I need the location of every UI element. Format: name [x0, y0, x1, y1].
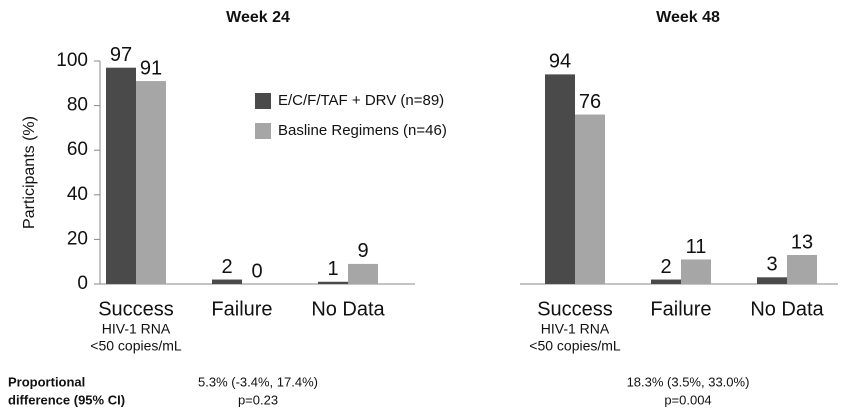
data-label: 1 — [327, 258, 338, 280]
bar — [318, 281, 348, 284]
bar — [575, 114, 605, 285]
y-axis-label: Participants (%) — [21, 116, 38, 229]
footer-label: Proportional — [8, 374, 85, 389]
y-tick-label: 20 — [67, 228, 88, 249]
bar — [651, 279, 681, 284]
x-tick-sublabel: <50 copies/mL — [90, 338, 182, 354]
legend-label: E/C/F/TAF + DRV (n=89) — [278, 92, 444, 109]
data-label: 97 — [110, 44, 132, 66]
data-label: 9 — [357, 240, 368, 262]
x-tick-sublabel: HIV-1 RNA — [102, 321, 171, 337]
data-label: 76 — [579, 91, 601, 113]
chart-title: Week 48 — [656, 9, 720, 26]
x-tick-label: No Data — [311, 298, 385, 320]
chart-title: Week 24 — [226, 9, 290, 26]
x-tick-label: Failure — [211, 298, 272, 320]
bar — [348, 263, 378, 284]
x-tick-label: Failure — [650, 298, 711, 320]
data-label: 2 — [660, 256, 671, 278]
data-label: 94 — [549, 51, 571, 73]
bar — [757, 277, 787, 284]
legend-swatch — [255, 123, 271, 139]
bar — [212, 279, 242, 284]
bar — [545, 74, 575, 284]
annotation: 5.3% (-3.4%, 17.4%) — [198, 374, 318, 389]
bar — [136, 81, 166, 284]
x-tick-sublabel: <50 copies/mL — [529, 338, 621, 354]
x-tick-label: Success — [98, 298, 174, 320]
x-tick-label: Success — [537, 298, 613, 320]
data-label: 0 — [251, 260, 262, 282]
y-tick-label: 40 — [67, 184, 88, 205]
y-tick-label: 80 — [67, 95, 88, 116]
annotation: p=0.004 — [664, 392, 711, 407]
data-label: 2 — [221, 256, 232, 278]
data-label: 13 — [791, 231, 813, 253]
footer-label: difference (95% CI) — [8, 392, 125, 407]
bar — [106, 67, 136, 284]
data-label: 3 — [766, 254, 777, 276]
legend-swatch — [255, 93, 271, 109]
legend-label: Basline Regimens (n=46) — [278, 122, 447, 139]
bar — [787, 255, 817, 284]
data-label: 91 — [140, 57, 162, 79]
x-tick-sublabel: HIV-1 RNA — [541, 321, 610, 337]
y-tick-label: 0 — [77, 273, 88, 294]
y-tick-label: 60 — [67, 139, 88, 160]
annotation: 18.3% (3.5%, 33.0%) — [627, 374, 750, 389]
data-label: 11 — [686, 236, 707, 258]
bar — [681, 259, 711, 284]
y-tick-label: 100 — [56, 50, 88, 71]
annotation: p=0.23 — [238, 392, 278, 407]
x-tick-label: No Data — [750, 298, 824, 320]
